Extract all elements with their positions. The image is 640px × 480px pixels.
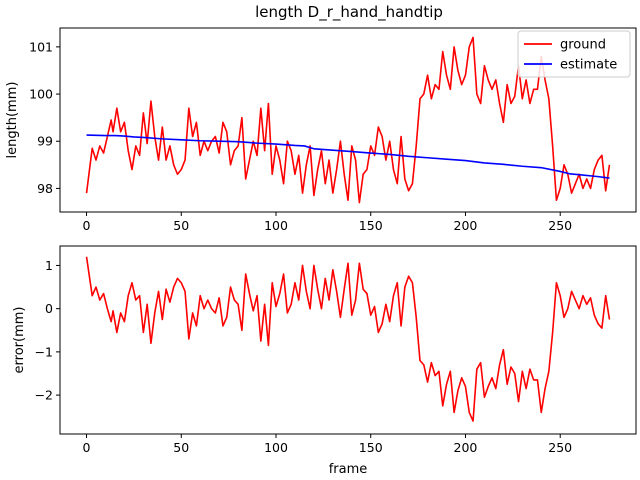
y-tick-label: −1 <box>35 344 53 359</box>
y-tick-label: −2 <box>35 388 53 403</box>
x-tick-label: 250 <box>548 218 572 233</box>
bottom-chart-plot-area <box>85 256 611 422</box>
bottom-chart-y-ticks: −2 −1 0 1 <box>35 258 60 403</box>
legend-label-ground: ground <box>560 38 606 53</box>
y-tick-label: 99 <box>37 134 53 149</box>
top-chart-y-axis-label: length(mm) <box>5 82 20 159</box>
estimate-series-line <box>86 134 610 179</box>
x-tick-label: 50 <box>173 218 189 233</box>
legend: ground estimate <box>517 30 631 78</box>
bottom-chart-x-ticks: 0 50 100 150 200 250 <box>83 434 572 455</box>
chart-title: length D_r_hand_handtip <box>255 3 443 22</box>
x-tick-label: 200 <box>454 440 478 455</box>
x-tick-label: 200 <box>454 218 478 233</box>
x-tick-label: 100 <box>264 218 288 233</box>
bottom-chart: 0 50 100 150 200 250 −2 −1 0 1 error(mm) frame <box>12 245 637 477</box>
top-chart: length D_r_hand_handtip 0 50 100 150 200 250 … <box>5 3 637 233</box>
x-tick-label: 0 <box>83 218 91 233</box>
x-tick-label: 50 <box>173 440 189 455</box>
bottom-chart-y-axis-label: error(mm) <box>12 307 27 374</box>
y-tick-label: 101 <box>29 39 53 54</box>
top-chart-y-ticks: 98 99 100 101 <box>29 39 60 196</box>
top-chart-x-ticks: 0 50 100 150 200 250 <box>83 212 572 233</box>
x-tick-label: 100 <box>264 440 288 455</box>
bottom-chart-frame <box>59 245 637 435</box>
top-chart-frame <box>59 27 637 213</box>
y-tick-label: 100 <box>29 87 53 102</box>
error-series-line <box>85 256 611 422</box>
x-tick-label: 250 <box>548 440 572 455</box>
y-tick-label: 98 <box>37 181 53 196</box>
y-tick-label: 0 <box>45 301 53 316</box>
y-tick-label: 1 <box>45 258 53 273</box>
legend-box <box>517 30 631 78</box>
x-tick-label: 150 <box>359 218 383 233</box>
top-chart-plot-area <box>85 36 611 204</box>
x-tick-label: 0 <box>83 440 91 455</box>
legend-label-estimate: estimate <box>560 58 617 73</box>
bottom-chart-x-axis-label: frame <box>329 462 368 477</box>
ground-series-line <box>85 36 611 204</box>
x-tick-label: 150 <box>359 440 383 455</box>
